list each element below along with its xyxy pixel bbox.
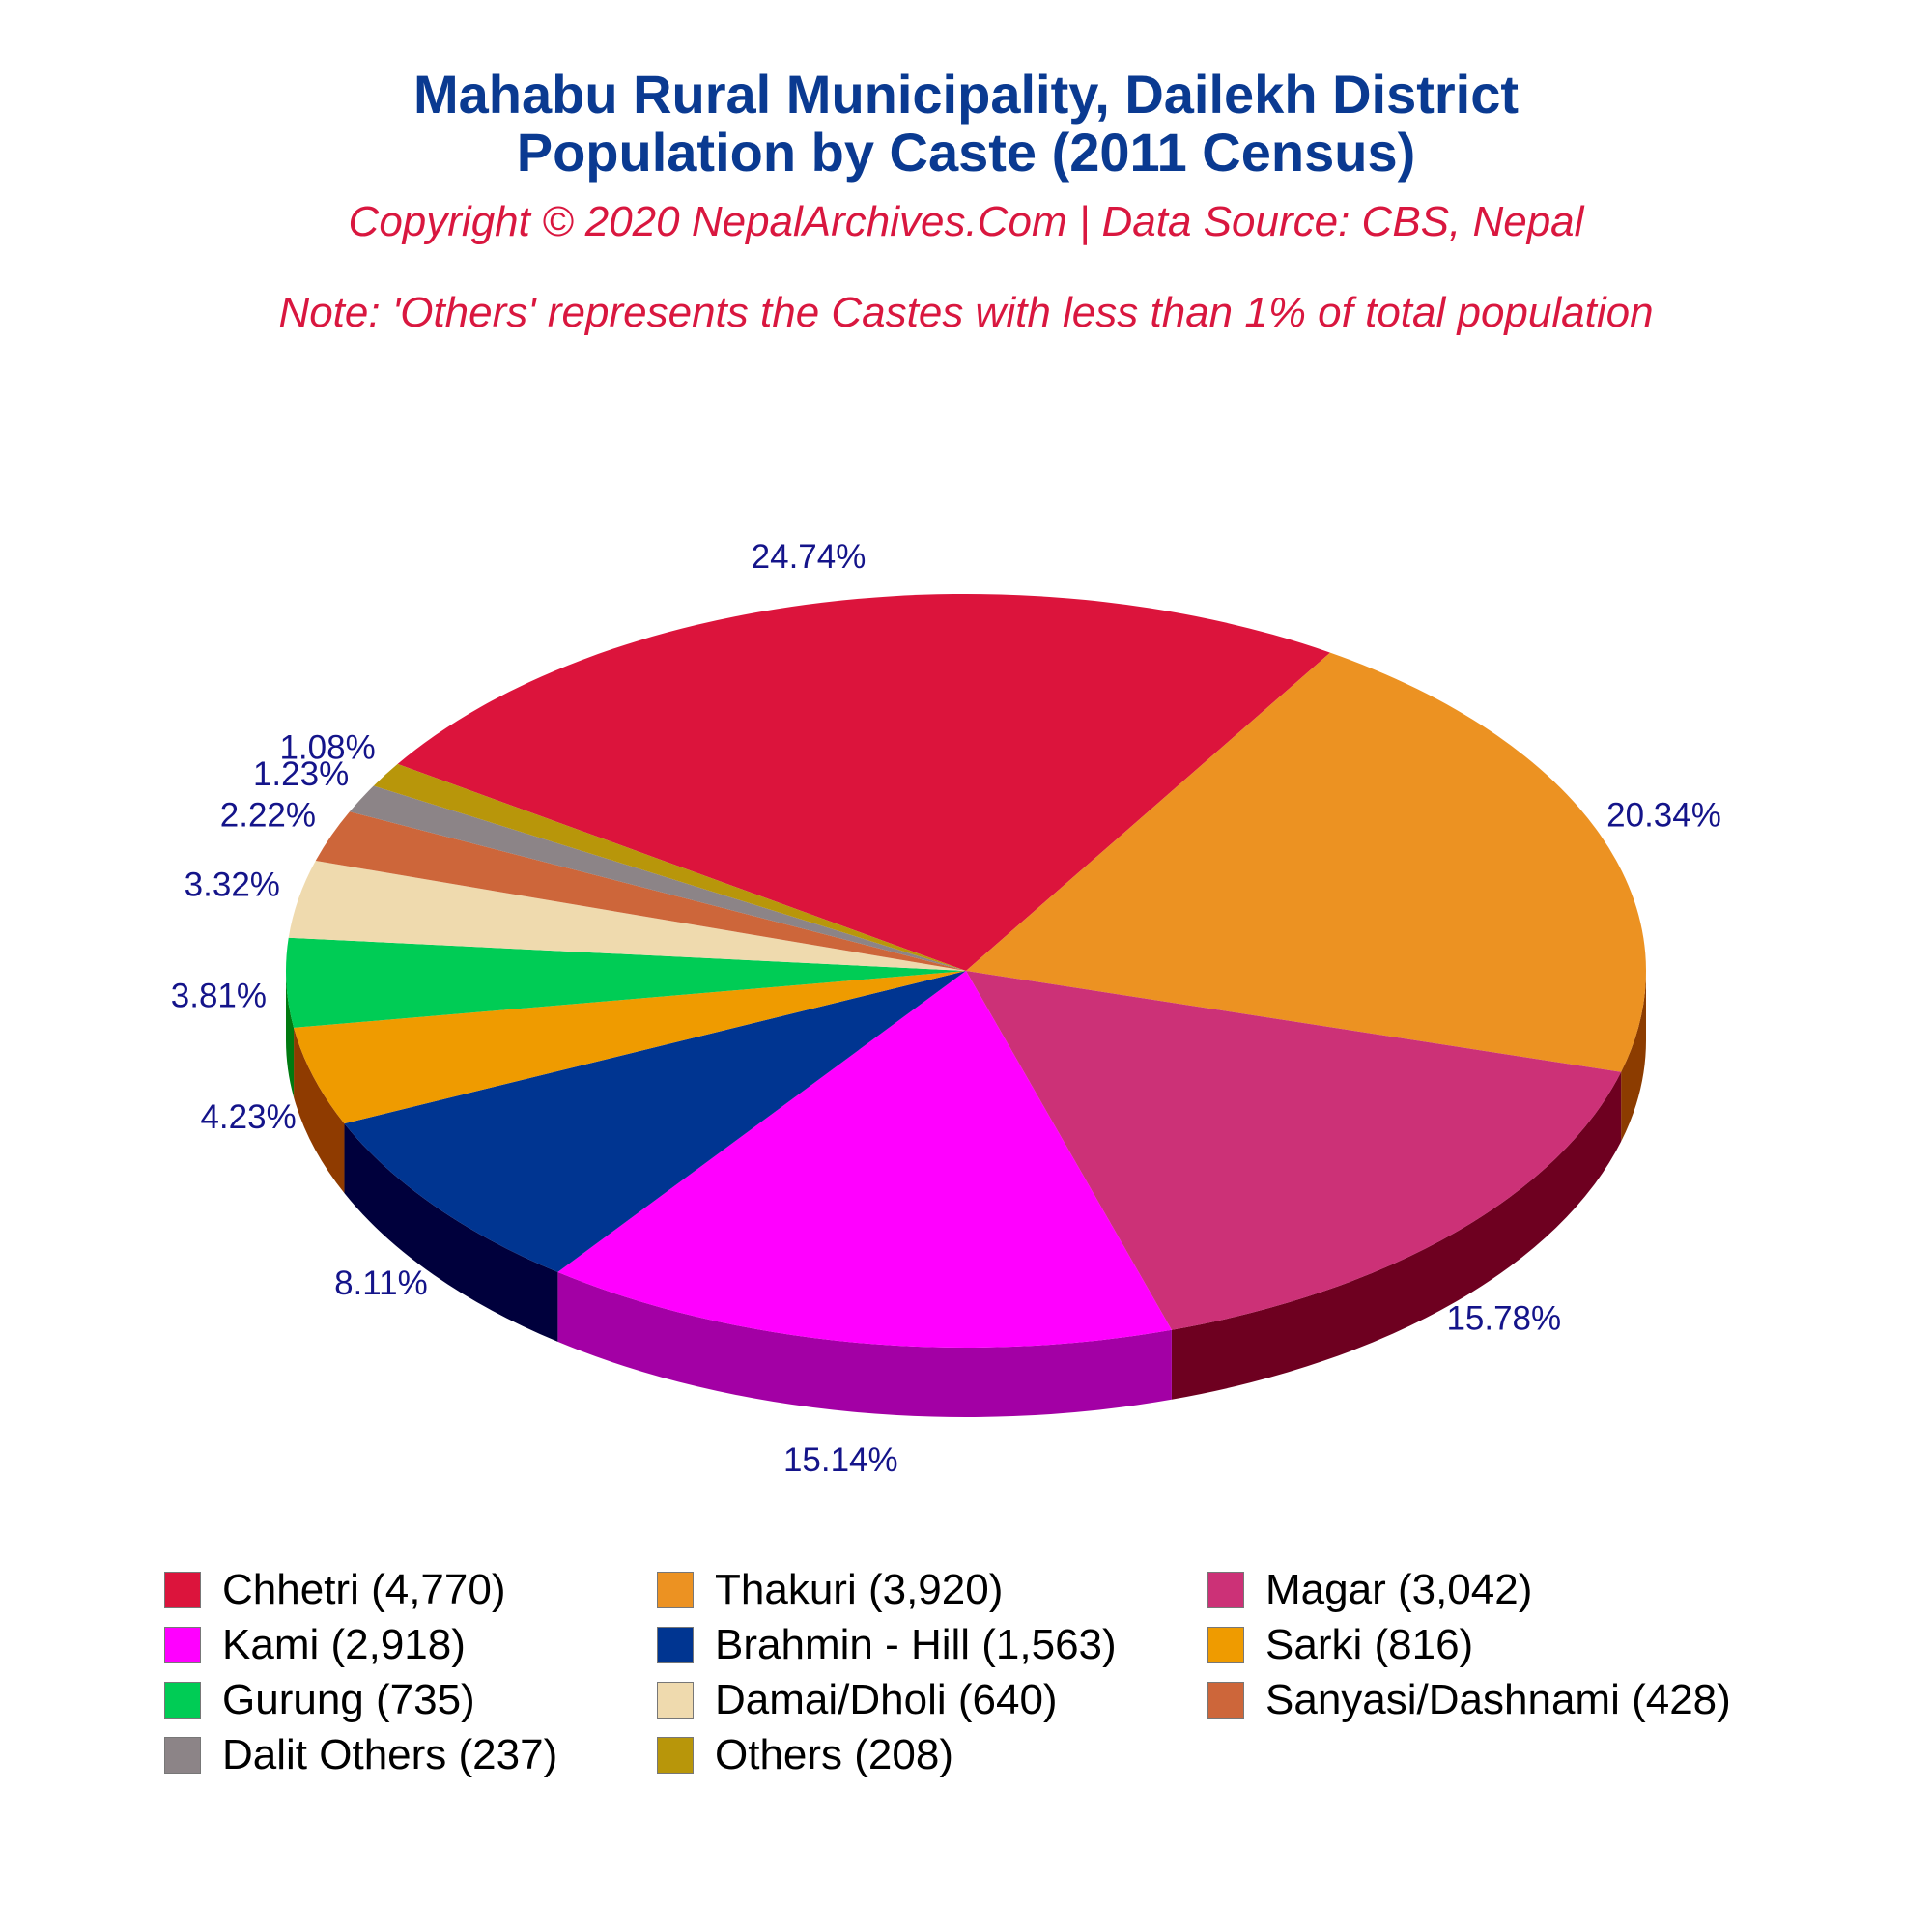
legend-label-chhetri: Chhetri (4,770)	[222, 1566, 506, 1613]
pie-slice-chhetri	[397, 593, 1331, 971]
percent-label-dalit-others: 1.23%	[253, 755, 349, 793]
pie-slice-gurung	[286, 937, 967, 1028]
legend-label-brahmin-hill: Brahmin - Hill (1,563)	[715, 1621, 1117, 1668]
legend-swatch-brahmin-hill	[657, 1627, 694, 1663]
percent-label-damai-dholi: 3.32%	[185, 867, 280, 904]
chart-title-line-2: Population by Caste (2011 Census)	[516, 122, 1416, 183]
legend-item-sarki: Sarki (816)	[1208, 1618, 1473, 1672]
pie-side-layer	[286, 971, 1646, 1418]
pie-slice-magar	[966, 971, 1622, 1330]
legend-swatch-sanyasi-dashnami	[1208, 1682, 1244, 1719]
pie-side-brahmin-hill	[344, 1123, 558, 1342]
percent-label-magar: 15.78%	[1446, 1299, 1561, 1337]
pie-chart: 24.74% 20.34% 15.78% 15.14% 8.11% 4.23% 3.81% 3…	[171, 538, 1721, 1479]
pie-slice-thakuri	[966, 652, 1646, 1072]
pie-slice-brahmin-hill	[344, 971, 966, 1272]
legend-label-sarki: Sarki (816)	[1265, 1621, 1474, 1668]
percent-label-brahmin-hill: 8.11%	[334, 1264, 428, 1302]
copyright-text: Copyright © 2020 NepalArchives.Com | Dat…	[348, 198, 1584, 245]
legend-item-kami: Kami (2,918)	[164, 1618, 466, 1672]
pie-side-thakuri	[1621, 971, 1646, 1142]
percent-label-gurung: 3.81%	[171, 977, 267, 1014]
legend-swatch-sarki	[1208, 1627, 1244, 1663]
legend-item-brahmin-hill: Brahmin - Hill (1,563)	[657, 1618, 1117, 1672]
pie-slice-dalit-others	[349, 785, 966, 971]
pie-slice-others	[373, 763, 966, 971]
pie-slice-kami	[557, 971, 1172, 1348]
percent-label-thakuri: 20.34%	[1606, 796, 1721, 834]
percent-label-kami: 15.14%	[783, 1441, 898, 1479]
legend-label-magar: Magar (3,042)	[1265, 1566, 1533, 1613]
pie-side-sarki	[294, 1027, 345, 1194]
pie-side-magar	[1171, 1071, 1622, 1400]
legend-swatch-dalit-others	[164, 1737, 201, 1774]
legend-swatch-thakuri	[657, 1572, 694, 1608]
pie-slice-sanyasi-dashnami	[315, 811, 966, 971]
chart-title-line-1: Mahabu Rural Municipality, Dailekh Distr…	[412, 64, 1520, 125]
pie-percent-labels: 24.74% 20.34% 15.78% 15.14% 8.11% 4.23% 3.81% 3…	[171, 538, 1721, 1479]
percent-label-chhetri: 24.74%	[752, 538, 867, 576]
legend-item-gurung: Gurung (735)	[164, 1673, 475, 1727]
legend-label-dalit-others: Dalit Others (237)	[222, 1731, 558, 1778]
legend-item-others: Others (208)	[657, 1728, 953, 1782]
legend-label-gurung: Gurung (735)	[222, 1676, 475, 1723]
pie-slice-sarki	[294, 971, 966, 1124]
pie-side-gurung	[286, 971, 295, 1097]
pie-side-kami	[557, 1271, 1172, 1418]
pie-top-layer	[286, 593, 1646, 1348]
legend-item-sanyasi-dashnami: Sanyasi/Dashnami (428)	[1208, 1673, 1731, 1727]
percent-label-sarki: 4.23%	[200, 1098, 296, 1136]
legend-swatch-magar	[1208, 1572, 1244, 1608]
legend-swatch-others	[657, 1737, 694, 1774]
legend-item-chhetri: Chhetri (4,770)	[164, 1563, 505, 1617]
note-text: Note: 'Others' represents the Castes wit…	[278, 289, 1654, 336]
percent-label-others: 1.08%	[279, 728, 375, 766]
legend-swatch-damai-dholi	[657, 1682, 694, 1719]
pie-slice-damai-dholi	[288, 860, 966, 971]
legend-label-others: Others (208)	[715, 1731, 953, 1778]
legend-label-kami: Kami (2,918)	[222, 1621, 466, 1668]
legend-swatch-gurung	[164, 1682, 201, 1719]
legend-item-thakuri: Thakuri (3,920)	[657, 1563, 1003, 1617]
legend-label-thakuri: Thakuri (3,920)	[715, 1566, 1004, 1613]
percent-label-sanyasi-dashnami: 2.22%	[220, 796, 316, 834]
legend-swatch-kami	[164, 1627, 201, 1663]
legend-label-sanyasi-dashnami: Sanyasi/Dashnami (428)	[1265, 1676, 1731, 1723]
legend-item-magar: Magar (3,042)	[1208, 1563, 1532, 1617]
legend-item-dalit-others: Dalit Others (237)	[164, 1728, 557, 1782]
legend-item-damai-dholi: Damai/Dholi (640)	[657, 1673, 1058, 1727]
legend-label-damai-dholi: Damai/Dholi (640)	[715, 1676, 1058, 1723]
legend-swatch-chhetri	[164, 1572, 201, 1608]
